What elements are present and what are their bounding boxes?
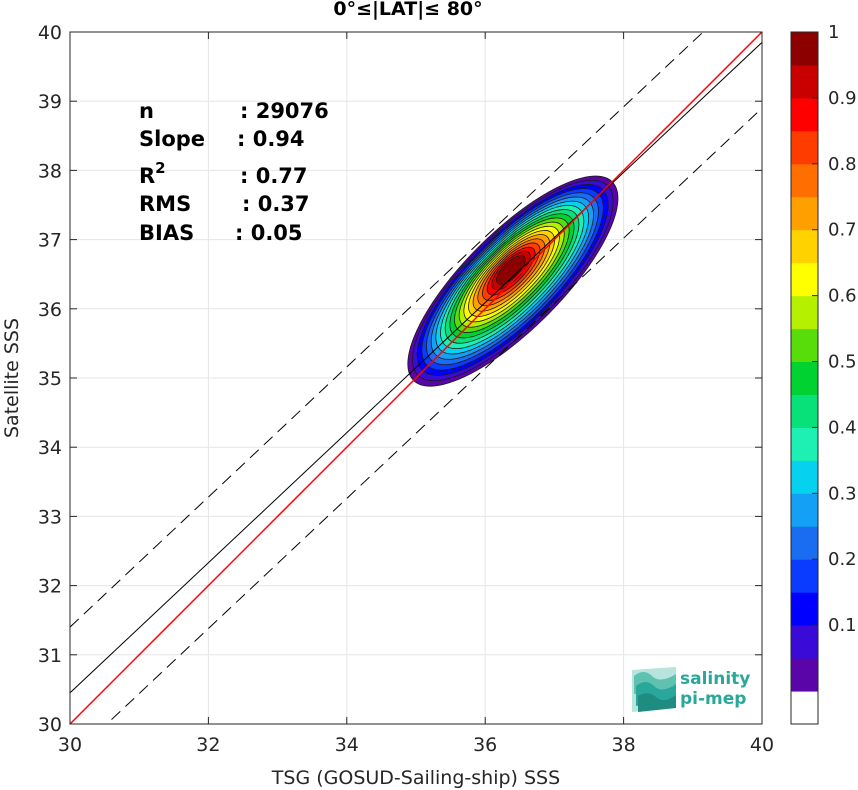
y-axis-ticks: 30 31 32 33 34 35 36 37 38 39 40 xyxy=(38,22,762,736)
upper-rms-band-line xyxy=(70,32,704,628)
y-tick-label: 40 xyxy=(38,22,62,44)
y-tick-label: 32 xyxy=(38,576,62,598)
y-tick-label: 38 xyxy=(38,160,62,182)
y-tick-label: 33 xyxy=(38,506,62,528)
colorbar-segment xyxy=(791,97,818,132)
colorbar-segment xyxy=(791,295,818,330)
colorbar-segment xyxy=(791,658,818,692)
pimep-logo: salinity pi-mep xyxy=(632,667,750,712)
y-tick-label: 30 xyxy=(38,714,62,736)
colorbar-segment xyxy=(791,361,818,395)
y-axis-label: Satellite SSS xyxy=(1,318,23,438)
colorbar-segment xyxy=(791,32,818,66)
x-tick-label: 30 xyxy=(58,734,82,756)
chart-title: 0°≤|LAT|≤ 80° xyxy=(333,0,482,20)
lower-rms-band-line xyxy=(106,107,762,724)
stat-r2-value: : 0.77 xyxy=(240,164,308,188)
colorbar-segment xyxy=(791,394,818,428)
wave-logo-icon xyxy=(632,667,676,712)
reference-lines xyxy=(70,32,762,724)
identity-line xyxy=(70,32,762,724)
colorbar-segment xyxy=(791,196,818,231)
stat-r2-letter: R xyxy=(139,164,155,188)
stat-r2-label: R2 xyxy=(139,159,166,188)
stats-box: n : 29076 Slope : 0.94 R2 : 0.77 RMS : 0… xyxy=(139,99,329,245)
colorbar-segment xyxy=(791,163,818,198)
stat-n-value: : 29076 xyxy=(240,99,329,123)
colorbar-segment xyxy=(791,559,818,593)
stat-n-label: n xyxy=(139,99,154,123)
colorbar-segment xyxy=(791,526,818,560)
density-contour-level xyxy=(496,255,526,285)
colorbar-tick-label: 0.9 xyxy=(828,88,857,109)
colorbar-segment xyxy=(791,691,818,725)
colorbar-segment xyxy=(791,427,818,461)
stat-slope-value: : 0.94 xyxy=(237,127,305,151)
x-tick-label: 34 xyxy=(335,734,359,756)
regression-fit-line xyxy=(70,42,762,694)
colorbar-segment xyxy=(791,64,818,99)
colorbar-tick-label: 0.2 xyxy=(828,549,857,570)
y-tick-label: 31 xyxy=(38,645,62,667)
colorbar-tick-label: 0.8 xyxy=(828,154,857,175)
x-tick-label: 36 xyxy=(473,734,497,756)
colorbar-tick-label: 0.4 xyxy=(828,417,857,438)
colorbar-segment xyxy=(791,229,818,264)
colorbar-tick-label: 1 xyxy=(828,22,839,43)
logo-text-salinity: salinity xyxy=(680,669,750,689)
x-tick-label: 32 xyxy=(196,734,220,756)
y-tick-label: 39 xyxy=(38,91,62,113)
x-axis-ticks: 30 32 34 36 38 40 xyxy=(58,32,774,756)
stat-bias-label: BIAS xyxy=(139,221,194,245)
colorbar-segment xyxy=(791,262,818,297)
colorbar-segment xyxy=(791,592,818,626)
colorbar-frame xyxy=(790,31,819,725)
stat-slope-label: Slope xyxy=(139,127,205,151)
logo-text-pimep: pi-mep xyxy=(680,689,746,709)
y-tick-label: 34 xyxy=(38,437,62,459)
y-tick-label: 36 xyxy=(38,299,62,321)
colorbar-segment xyxy=(791,460,818,494)
colorbar-ticks: 0.1 0.2 0.3 0.4 0.5 0.6 0.7 0.8 0.9 1 xyxy=(812,22,857,636)
stat-r2-superscript: 2 xyxy=(155,159,165,177)
stat-rms-value: : 0.37 xyxy=(242,192,310,216)
colorbar-tick-label: 0.3 xyxy=(828,483,857,504)
y-tick-label: 35 xyxy=(38,368,62,390)
colorbar-segment xyxy=(791,130,818,165)
stat-bias-value: : 0.05 xyxy=(235,221,303,245)
colorbar-segment xyxy=(791,625,818,659)
x-tick-label: 40 xyxy=(750,734,774,756)
colorbar xyxy=(790,31,819,725)
x-axis-label: TSG (GOSUD-Sailing-ship) SSS xyxy=(271,767,560,789)
colorbar-segment xyxy=(791,328,818,363)
colorbar-tick-label: 0.5 xyxy=(828,352,857,373)
grid xyxy=(69,31,763,725)
colorbar-tick-label: 0.1 xyxy=(828,615,857,636)
x-tick-label: 38 xyxy=(612,734,636,756)
colorbar-tick-label: 0.7 xyxy=(828,220,857,241)
y-tick-label: 37 xyxy=(38,230,62,252)
colorbar-tick-label: 0.6 xyxy=(828,286,857,307)
colorbar-segment xyxy=(791,493,818,527)
stat-rms-label: RMS xyxy=(139,192,191,216)
